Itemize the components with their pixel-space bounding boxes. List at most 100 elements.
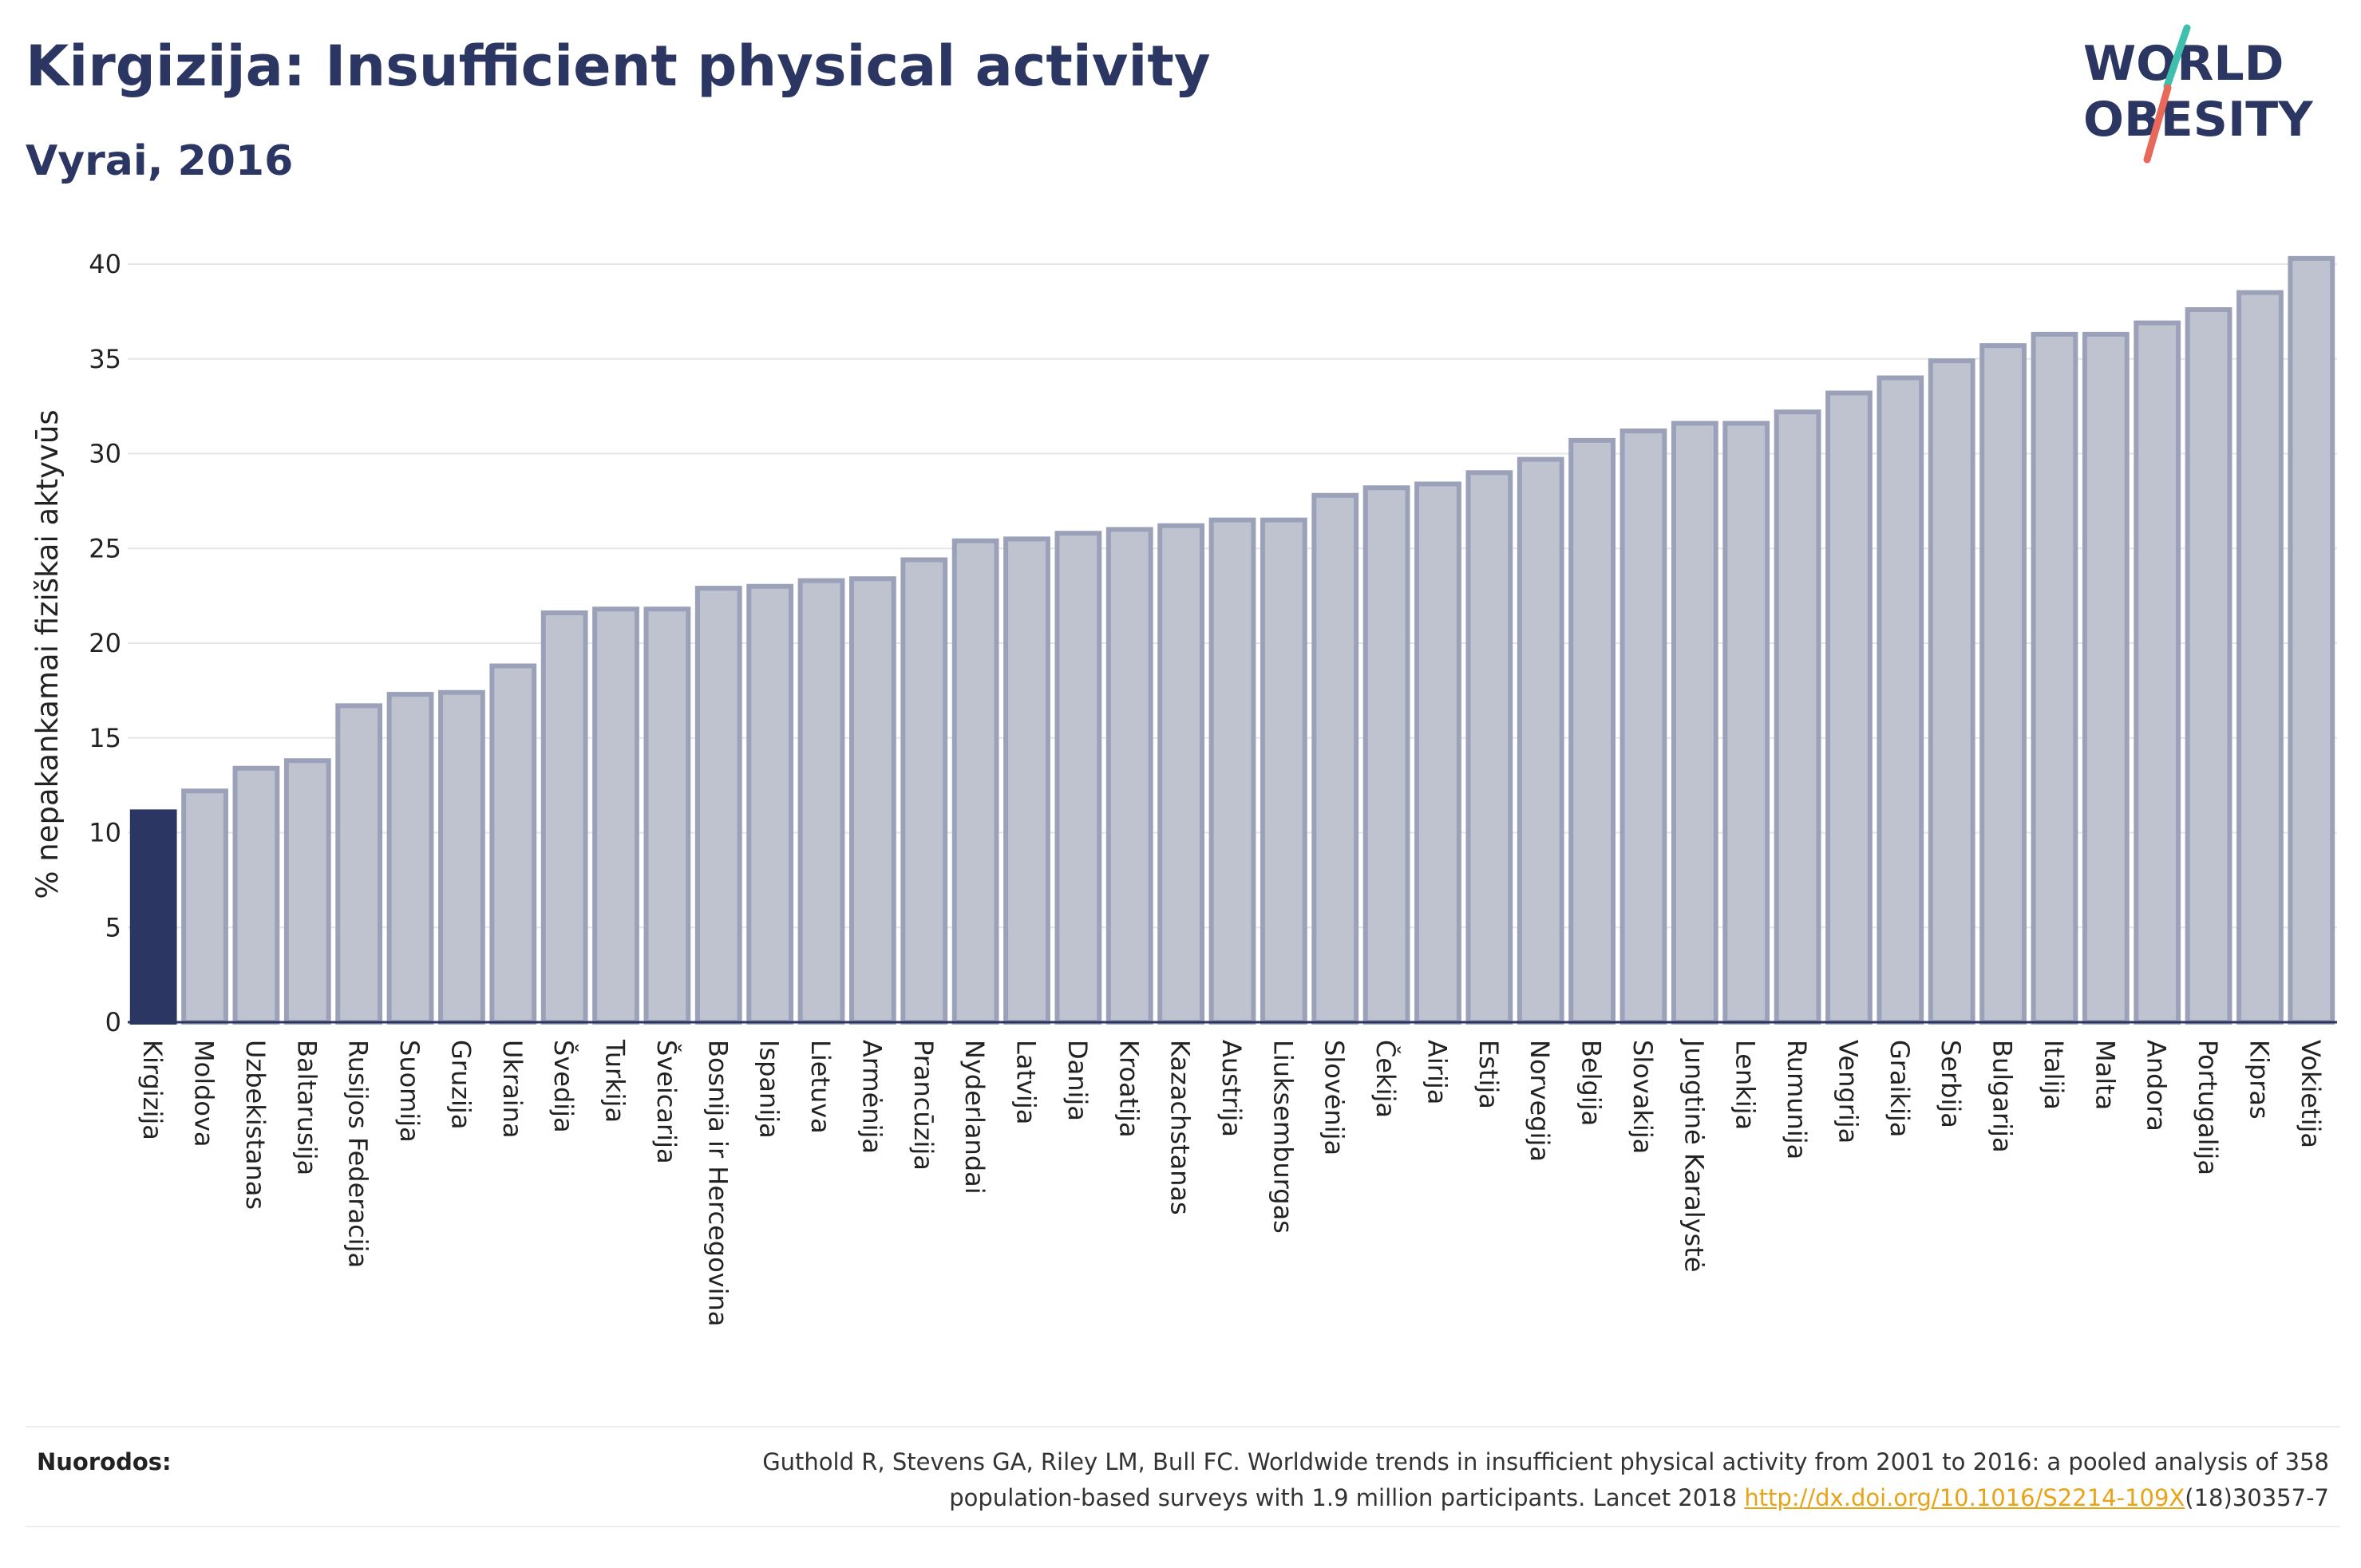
x-tick-label: Nyderlandai (959, 1040, 990, 1195)
x-tick-label: Austrija (1216, 1040, 1247, 1137)
bar-Rusijos Federacija (335, 703, 383, 1025)
x-tick-label: Vengrija (1833, 1040, 1863, 1143)
bar-Graikija (1877, 375, 1924, 1025)
x-tick-label: Airija (1422, 1040, 1452, 1104)
x-tick-label: Estija (1473, 1040, 1504, 1109)
x-tick-label: Jungtinė Karalystė (1679, 1038, 1709, 1272)
x-tick-label: Danija (1062, 1040, 1093, 1121)
bar-Airija (1414, 481, 1461, 1025)
y-tick-label: 15 (89, 723, 121, 753)
chart-subtitle: Vyrai, 2016 (26, 137, 294, 185)
bar-Turkija (592, 606, 639, 1025)
x-tick-label: Lenkija (1730, 1040, 1761, 1130)
logo-slash-teal (2163, 24, 2191, 90)
y-tick-label: 10 (89, 818, 121, 848)
bar-Slovakija (1619, 429, 1667, 1025)
bar-Jungtinė Karalystė (1671, 421, 1718, 1025)
bar-Vengrija (1825, 390, 1873, 1025)
bar-Kipras (2236, 290, 2284, 1025)
x-tick-label: Andora (2142, 1040, 2172, 1132)
bar-Moldova (181, 788, 228, 1025)
x-tick-label: Moldova (189, 1040, 219, 1147)
bar-Belgija (1568, 437, 1616, 1025)
bar-Norvegija (1517, 456, 1564, 1025)
x-tick-label: Vokietija (2296, 1040, 2326, 1148)
x-tick-label: Armėnija (856, 1040, 887, 1154)
bar-Danija (1054, 531, 1102, 1025)
bar-Liuksemburgas (1260, 517, 1307, 1025)
bar-Baltarusija (283, 758, 331, 1025)
x-tick-label: Latvija (1011, 1040, 1042, 1124)
y-tick-label: 30 (89, 439, 121, 469)
bar-Čekija (1362, 485, 1410, 1025)
citation: Guthold R, Stevens GA, Riley LM, Bull FC… (493, 1444, 2329, 1516)
x-tick-label: Slovakija (1627, 1040, 1658, 1154)
citation-line2: population-based surveys with 1.9 millio… (493, 1480, 2329, 1516)
x-tick-label: Kazachstanas (1165, 1040, 1196, 1215)
x-tick-label: Serbija (1936, 1040, 1966, 1128)
bar-chart: 0 5 10 15 20 25 30 35 40 Kirgizija Moldova Uzbekis… (30, 249, 2337, 1326)
bar-Vokietija (2288, 255, 2335, 1025)
x-tick-label: Ispanija (754, 1040, 785, 1139)
bar-Lenkija (1722, 421, 1770, 1025)
bars (128, 255, 2337, 1025)
x-tick-label: Prancūzija (908, 1040, 939, 1171)
bar-Kirgizija (129, 809, 177, 1025)
bar-Prancūzija (900, 557, 948, 1025)
x-tick-label: Uzbekistanas (240, 1040, 271, 1210)
x-tick-label: Šveicarija (651, 1040, 682, 1164)
citation-suffix: (18)30357-7 (2185, 1484, 2329, 1511)
x-tick-label: Graikija (1884, 1040, 1915, 1137)
bar-Gruzija (438, 689, 485, 1025)
doi-link[interactable]: http://dx.doi.org/10.1016/S2214-109X (1744, 1484, 2185, 1511)
bar-Latvija (1003, 536, 1050, 1025)
x-tick-label: Kroatija (1113, 1040, 1144, 1138)
bar-Šveicarija (643, 606, 691, 1025)
bar-Estija (1465, 470, 1513, 1025)
world-obesity-logo: WORLD OBESITY (2083, 24, 2314, 164)
x-tick-label: Bosnija ir Hercegovina (702, 1040, 733, 1326)
y-tick-label: 5 (105, 912, 121, 942)
x-tick-label: Ukraina (497, 1040, 528, 1139)
sources-label: Nuorodos: (37, 1448, 172, 1475)
bar-Kazachstanas (1157, 523, 1205, 1025)
bar-Nyderlandai (951, 538, 999, 1025)
x-tick-label: Malta (2090, 1040, 2120, 1110)
bar-Andora (2134, 320, 2181, 1025)
x-tick-label: Slovėnija (1319, 1040, 1350, 1155)
logo-slash-coral (2143, 84, 2172, 164)
x-tick-label: Bulgarija (1987, 1040, 2018, 1153)
x-tick-label: Belgija (1576, 1040, 1607, 1126)
x-tick-label: Norvegija (1525, 1040, 1555, 1162)
x-tick-label: Rusijos Federacija (343, 1040, 374, 1268)
x-tick-label: Rumunija (1782, 1040, 1812, 1159)
footer-divider-bottom (26, 1526, 2340, 1527)
x-tick-label: Turkija (600, 1039, 631, 1123)
bar-Ukraina (489, 663, 537, 1025)
citation-line1: Guthold R, Stevens GA, Riley LM, Bull FC… (762, 1448, 2329, 1475)
bar-Malta (2082, 331, 2130, 1025)
x-tick-label: Liuksemburgas (1268, 1040, 1298, 1234)
x-tick-label: Baltarusija (291, 1040, 322, 1175)
chart-title: Kirgizija: Insufficient physical activit… (26, 34, 1211, 99)
x-tick-label: Gruzija (445, 1040, 476, 1129)
citation-line2-text: population-based surveys with 1.9 millio… (949, 1484, 1745, 1511)
bar-Rumunija (1774, 409, 1821, 1025)
x-tick-label: Čekija (1370, 1040, 1402, 1118)
y-tick-label: 35 (89, 344, 121, 374)
x-tick-label: Italija (2039, 1040, 2069, 1110)
y-tick-label: 40 (89, 249, 121, 279)
bar-Italija (2031, 331, 2078, 1025)
y-tick-label: 20 (89, 628, 121, 658)
footer-divider-top (26, 1426, 2340, 1428)
x-tick-label: Suomija (394, 1040, 425, 1143)
bar-Serbija (1928, 358, 1975, 1025)
bar-Ispanija (746, 583, 794, 1025)
logo-line2: OBESITY (2083, 92, 2314, 148)
bar-Bulgarija (1979, 343, 2027, 1025)
bar-Švedija (540, 610, 588, 1025)
y-axis-ticks: 0 5 10 15 20 25 30 35 40 (89, 249, 121, 1037)
y-tick-label: 0 (105, 1007, 121, 1037)
bar-Bosnija ir Hercegovina (694, 586, 742, 1025)
bar-Uzbekistanas (232, 765, 280, 1025)
